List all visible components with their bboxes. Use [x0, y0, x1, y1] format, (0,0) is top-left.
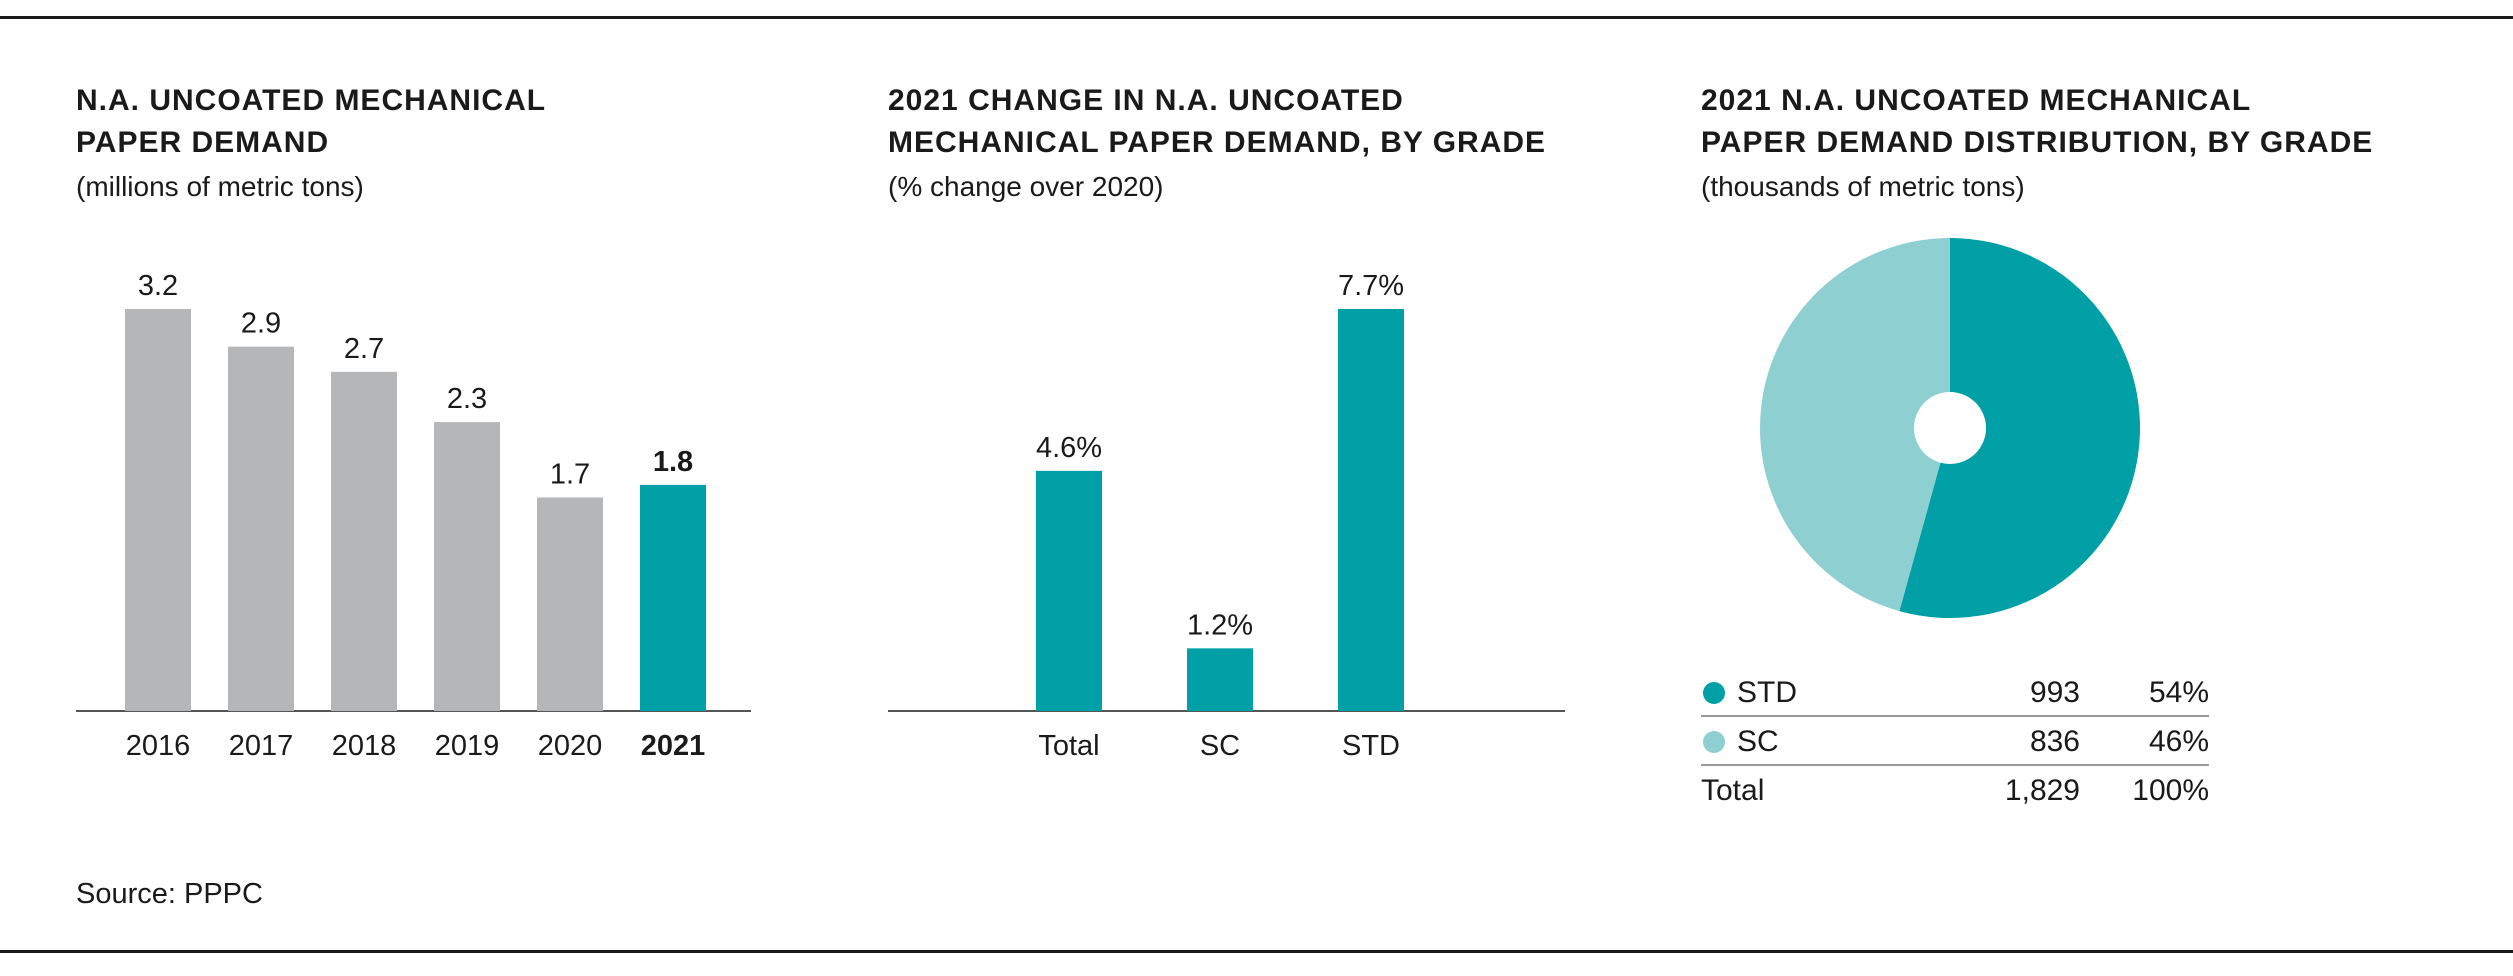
chart3-title: 2021 N.A. UNCOATED MECHANICAL PAPER DEMA… — [1701, 80, 2373, 164]
chart1-value-label-2016: 3.2 — [138, 270, 178, 302]
chart2-value-label-SC: 1.2% — [1187, 609, 1253, 641]
chart1-bar-2017 — [228, 346, 294, 711]
top-rule — [0, 16, 2513, 19]
chart1-tick-label-2019: 2019 — [435, 730, 500, 762]
chart2-bar-STD — [1338, 309, 1404, 711]
chart1-bar-2021 — [640, 484, 706, 711]
pie-center-hole — [1914, 392, 1986, 464]
chart1-value-label-2021: 1.8 — [653, 446, 693, 478]
pie-slice-sc — [1759, 238, 1950, 612]
chart3-title-line-1: 2021 N.A. UNCOATED MECHANICAL — [1701, 84, 2252, 117]
std-swatch-icon — [1703, 682, 1725, 704]
chart3-svg — [1759, 238, 2140, 618]
chart1-tick-label-2021: 2021 — [641, 730, 706, 762]
legend-divider — [1701, 764, 2209, 766]
chart1-value-label-2017: 2.9 — [241, 308, 281, 340]
chart1-value-label-2020: 1.7 — [550, 458, 590, 490]
legend-row-std: STD 993 54% — [1701, 668, 2209, 717]
chart2-bar-Total — [1036, 470, 1102, 711]
legend-value-total: 1,829 — [2004, 774, 2080, 807]
chart2-svg: 4.6% Total 1.2% SC 7.7% STD — [888, 270, 1565, 762]
chart2-tick-label-Total: Total — [1038, 730, 1099, 762]
chart3-title-line-2: PAPER DEMAND DISTRIBUTION, BY GRADE — [1701, 126, 2374, 159]
chart1-tick-label-2016: 2016 — [126, 730, 191, 762]
chart1-value-label-2019: 2.3 — [447, 383, 487, 415]
chart1-tick-label-2018: 2018 — [332, 730, 397, 762]
legend-percent-total: 100% — [2132, 774, 2209, 807]
legend-divider — [1701, 715, 2209, 717]
chart1-title-line-1: N.A. UNCOATED MECHANICAL — [76, 84, 547, 117]
chart2-title: 2021 CHANGE IN N.A. UNCOATED MECHANICAL … — [888, 80, 1546, 164]
chart1-title-line-2: PAPER DEMAND — [76, 126, 330, 159]
chart2-title-line-1: 2021 CHANGE IN N.A. UNCOATED — [888, 84, 1404, 117]
chart1-tick-label-2017: 2017 — [229, 730, 294, 762]
legend-row-sc: SC 836 46% — [1701, 717, 2209, 766]
legend-value-std: 993 — [2029, 676, 2080, 709]
chart2-tick-label-SC: SC — [1200, 730, 1240, 762]
chart1-svg: 3.2 2016 2.9 2017 2.7 2018 2.3 2019 1.7 2020 1.8 20… — [76, 270, 751, 762]
legend-label-total: Total — [1701, 774, 1765, 807]
legend-percent-sc: 46% — [2148, 725, 2209, 758]
chart2-title-line-2: MECHANICAL PAPER DEMAND, BY GRADE — [888, 126, 1547, 159]
source-note: Source: PPPC — [76, 878, 263, 910]
pie-slice-std — [1899, 238, 2140, 618]
chart1-bar-2018 — [331, 371, 397, 711]
chart1-value-label-2018: 2.7 — [344, 333, 384, 365]
chart2-value-label-STD: 7.7% — [1338, 270, 1404, 302]
legend-row-total: Total 1,829 100% — [1701, 766, 2209, 815]
legend-label-std: STD — [1737, 676, 1797, 709]
legend-value-sc: 836 — [2029, 725, 2080, 758]
legend-label-sc: SC — [1737, 725, 1779, 758]
chart1-subtitle: (millions of metric tons) — [76, 171, 364, 202]
chart1-bar-2016 — [125, 309, 191, 711]
chart1-title: N.A. UNCOATED MECHANICAL PAPER DEMAND — [76, 80, 546, 164]
pie-legend-table: STD 993 54% SC 836 46% Total 1,829 100% — [1701, 668, 2209, 815]
chart2-subtitle: (% change over 2020) — [888, 171, 1164, 202]
legend-percent-std: 54% — [2148, 676, 2209, 709]
sc-swatch-icon — [1703, 731, 1725, 753]
chart3-subtitle: (thousands of metric tons) — [1701, 171, 2025, 202]
bottom-rule — [0, 950, 2513, 953]
chart1-tick-label-2020: 2020 — [538, 730, 603, 762]
chart1-bar-2020 — [537, 497, 603, 711]
chart2-tick-label-STD: STD — [1342, 730, 1400, 762]
chart2-value-label-Total: 4.6% — [1036, 432, 1102, 464]
chart2-bar-SC — [1187, 648, 1253, 711]
chart1-bar-2019 — [434, 422, 500, 711]
